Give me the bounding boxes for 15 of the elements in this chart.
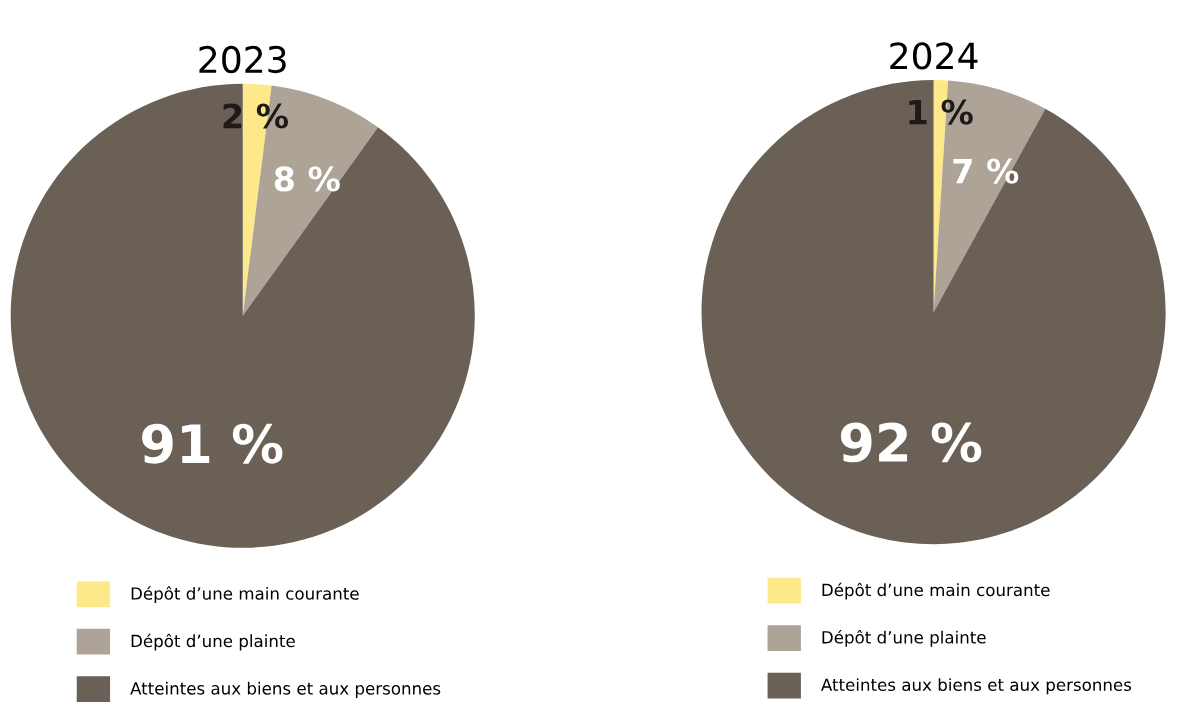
data-label: 91 % — [142, 423, 283, 464]
chart-title: 2023 — [199, 45, 286, 74]
legend-label: Dépôt d’une plainte — [131, 633, 295, 651]
data-label: 8 % — [274, 166, 340, 192]
legend-label: Dépôt d’une plainte — [822, 630, 986, 647]
pie-slice — [933, 80, 1046, 313]
pie-slice — [242, 85, 378, 316]
chart-title: 2024 — [890, 42, 978, 70]
pie-slice — [10, 83, 475, 548]
legend-label: Atteintes aux biens et aux personnes — [821, 678, 1132, 695]
legend-label: Dépôt d’une main courante — [131, 586, 359, 604]
legend-label: Dépôt d’une main courante — [822, 582, 1050, 600]
data-label: 92 % — [840, 422, 982, 463]
legend-label: Atteintes aux biens et aux personnes — [130, 681, 441, 698]
pie-slice — [701, 80, 1166, 545]
